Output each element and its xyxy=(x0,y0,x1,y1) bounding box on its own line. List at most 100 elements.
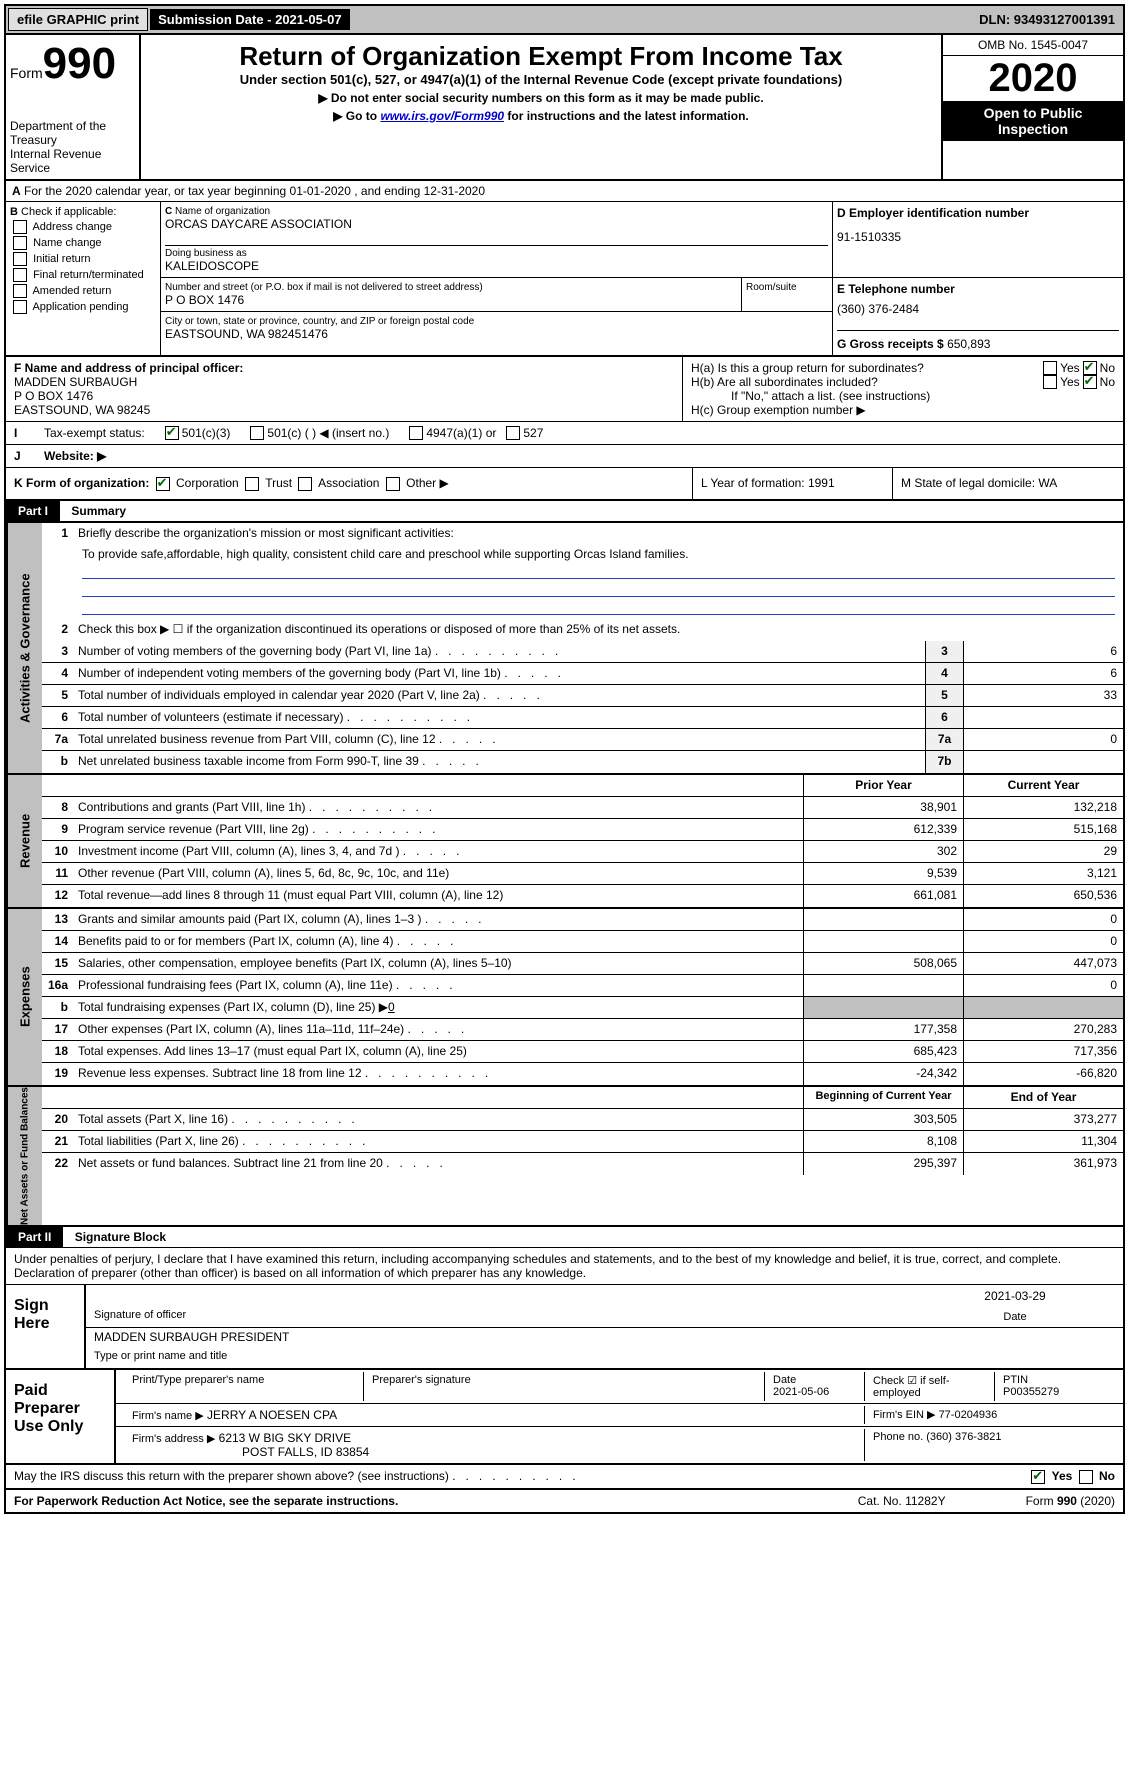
chk-4947[interactable] xyxy=(409,426,423,440)
chk-address-change[interactable]: Address change xyxy=(10,220,156,234)
room-label: Room/suite xyxy=(742,278,832,311)
l10-cy: 29 xyxy=(963,841,1123,862)
dba-label: Doing business as xyxy=(165,245,828,259)
hc-label: H(c) Group exemption number ▶ xyxy=(691,403,1115,417)
city-label: City or town, state or province, country… xyxy=(165,316,828,327)
form-subtitle: Under section 501(c), 527, or 4947(a)(1)… xyxy=(147,72,935,87)
l9-text: Program service revenue (Part VIII, line… xyxy=(74,819,803,840)
l7b-box: 7b xyxy=(925,751,963,773)
opt-501c3: 501(c)(3) xyxy=(182,426,231,440)
row-j: J Website: ▶ xyxy=(6,445,1123,468)
l16b-text: Total fundraising expenses (Part IX, col… xyxy=(74,997,803,1018)
dept-irs: Internal Revenue Service xyxy=(10,147,135,175)
dln: DLN: 93493127001391 xyxy=(971,9,1123,30)
l13-cy: 0 xyxy=(963,909,1123,930)
chk-501c[interactable] xyxy=(250,426,264,440)
chk-app-pending[interactable]: Application pending xyxy=(10,300,156,314)
ptin-cell: PTINP00355279 xyxy=(995,1372,1115,1401)
omb-number: OMB No. 1545-0047 xyxy=(943,35,1123,56)
discuss-yes[interactable] xyxy=(1031,1470,1045,1484)
sig-officer-label: Signature of officer xyxy=(94,1309,915,1325)
box-c-name: C Name of organization ORCAS DAYCARE ASS… xyxy=(161,202,833,277)
k-label: K Form of organization: xyxy=(14,476,149,490)
opt-amend: Amended return xyxy=(32,285,111,297)
l21-cy: 11,304 xyxy=(963,1131,1123,1152)
j-prefix: J xyxy=(14,449,21,463)
discuss-row: May the IRS discuss this return with the… xyxy=(6,1465,1123,1490)
irs-link[interactable]: www.irs.gov/Form990 xyxy=(380,109,504,123)
opt-other: Other ▶ xyxy=(406,476,449,490)
chk-trust[interactable] xyxy=(245,477,259,491)
l10-py: 302 xyxy=(803,841,963,862)
l14-text: Benefits paid to or for members (Part IX… xyxy=(74,931,803,952)
submission-date: Submission Date - 2021-05-07 xyxy=(150,9,350,30)
l20-cy: 373,277 xyxy=(963,1109,1123,1130)
part1-num: Part I xyxy=(6,501,60,521)
l16a-text: Professional fundraising fees (Part IX, … xyxy=(74,975,803,996)
l18-cy: 717,356 xyxy=(963,1041,1123,1062)
l8-text: Contributions and grants (Part VIII, lin… xyxy=(74,797,803,818)
hdr-boy: Beginning of Current Year xyxy=(803,1087,963,1108)
l5-text: Total number of individuals employed in … xyxy=(74,685,925,706)
l8-cy: 132,218 xyxy=(963,797,1123,818)
l13-text: Grants and similar amounts paid (Part IX… xyxy=(74,909,803,930)
l22-py: 295,397 xyxy=(803,1153,963,1175)
chk-corp[interactable] xyxy=(156,477,170,491)
chk-name-change[interactable]: Name change xyxy=(10,236,156,250)
chk-other[interactable] xyxy=(386,477,400,491)
l11-cy: 3,121 xyxy=(963,863,1123,884)
officer-city: EASTSOUND, WA 98245 xyxy=(14,403,674,417)
tax-status-label: Tax-exempt status: xyxy=(44,426,145,440)
l19-py: -24,342 xyxy=(803,1063,963,1085)
no2: No xyxy=(1100,375,1115,389)
chk-assoc[interactable] xyxy=(298,477,312,491)
l11-text: Other revenue (Part VIII, column (A), li… xyxy=(74,863,803,884)
form-990-page: efile GRAPHIC print Submission Date - 20… xyxy=(4,4,1125,1514)
part2-num: Part II xyxy=(6,1227,63,1247)
yes1: Yes xyxy=(1060,361,1080,375)
chk-501c3[interactable] xyxy=(165,426,179,440)
l9-py: 612,339 xyxy=(803,819,963,840)
ha-yes[interactable] xyxy=(1043,361,1057,375)
chk-initial-return[interactable]: Initial return xyxy=(10,252,156,266)
l21-text: Total liabilities (Part X, line 26) xyxy=(74,1131,803,1152)
ein-lbl: Firm's EIN ▶ xyxy=(873,1409,936,1421)
chk-final-return[interactable]: Final return/terminated xyxy=(10,268,156,282)
prep-date-cell: Date2021-05-06 xyxy=(765,1372,865,1401)
l19-cy: -66,820 xyxy=(963,1063,1123,1085)
footer-left: For Paperwork Reduction Act Notice, see … xyxy=(14,1494,398,1508)
section-governance: Activities & Governance 1Briefly describ… xyxy=(6,523,1123,775)
top-bar: efile GRAPHIC print Submission Date - 20… xyxy=(6,6,1123,35)
firm-addr-cell: Firm's address ▶ 6213 W BIG SKY DRIVEPOS… xyxy=(124,1429,865,1461)
chk-amended[interactable]: Amended return xyxy=(10,284,156,298)
l4-box: 4 xyxy=(925,663,963,684)
city-value: EASTSOUND, WA 982451476 xyxy=(165,327,828,341)
street-label: Number and street (or P.O. box if mail i… xyxy=(165,282,737,293)
officer-name: MADDEN SURBAUGH xyxy=(14,375,674,389)
side-expenses: Expenses xyxy=(6,909,42,1085)
l4-text: Number of independent voting members of … xyxy=(74,663,925,684)
l21-py: 8,108 xyxy=(803,1131,963,1152)
goto-post: for instructions and the latest informat… xyxy=(504,109,749,123)
h-note: If "No," attach a list. (see instruction… xyxy=(691,389,1115,403)
phone-label: E Telephone number xyxy=(837,282,955,296)
l13-py xyxy=(803,909,963,930)
l14-py xyxy=(803,931,963,952)
yes3: Yes xyxy=(1052,1469,1073,1483)
phone-value: (360) 376-2484 xyxy=(837,302,1119,316)
part2-header: Part II Signature Block xyxy=(6,1227,1123,1248)
paid-label: Paid Preparer Use Only xyxy=(6,1370,116,1463)
efile-tag: efile GRAPHIC print xyxy=(8,8,148,31)
yes2: Yes xyxy=(1060,375,1080,389)
hb-no[interactable] xyxy=(1083,375,1097,389)
hb-label: H(b) Are all subordinates included? xyxy=(691,375,1040,389)
section-expenses: Expenses 13Grants and similar amounts pa… xyxy=(6,909,1123,1087)
opt-501c: 501(c) ( ) ◀ (insert no.) xyxy=(267,426,389,440)
dept-treasury: Department of the Treasury xyxy=(10,119,135,147)
discuss-no[interactable] xyxy=(1079,1470,1093,1484)
phone-val: (360) 376-3821 xyxy=(926,1431,1001,1443)
box-h: H(a) Is this a group return for subordin… xyxy=(683,357,1123,421)
l20-text: Total assets (Part X, line 16) xyxy=(74,1109,803,1130)
chk-527[interactable] xyxy=(506,426,520,440)
hb-yes[interactable] xyxy=(1043,375,1057,389)
